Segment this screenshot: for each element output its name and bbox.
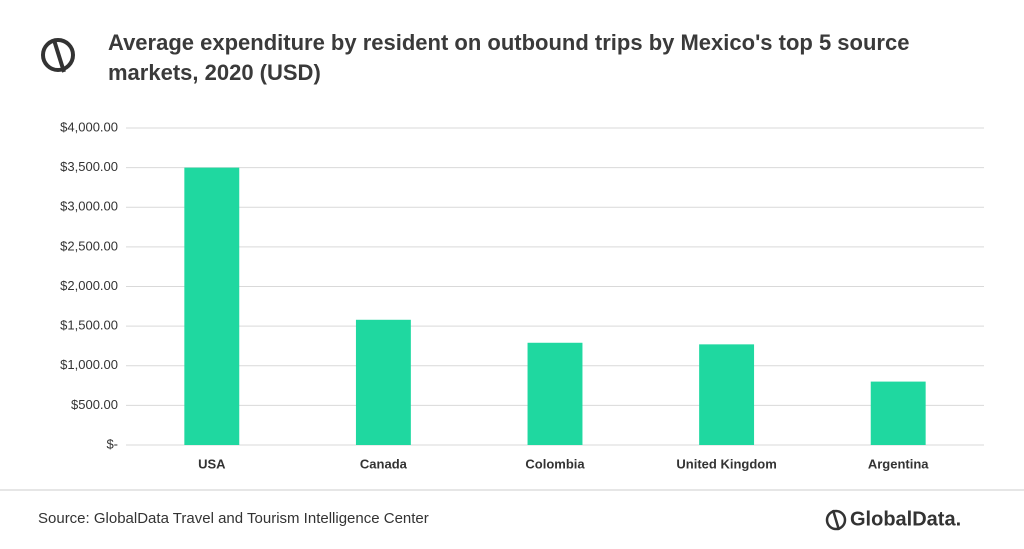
- source-note: Source: GlobalData Travel and Tourism In…: [38, 510, 429, 527]
- brand-name: GlobalData.: [850, 508, 961, 530]
- y-tick-label: $3,000.00: [60, 199, 118, 214]
- x-tick-label: Colombia: [525, 456, 585, 471]
- y-tick-label: $-: [106, 436, 118, 451]
- x-tick-label: Canada: [360, 456, 408, 471]
- y-tick-label: $4,000.00: [60, 119, 118, 134]
- y-tick-label: $2,000.00: [60, 278, 118, 293]
- y-tick-label: $1,000.00: [60, 357, 118, 372]
- bar: [184, 167, 240, 445]
- y-tick-label: $1,500.00: [60, 318, 118, 333]
- bar: [527, 342, 583, 445]
- chart-title: Average expenditure by resident on outbo…: [108, 30, 910, 85]
- y-tick-label: $3,500.00: [60, 159, 118, 174]
- brand-icon: [825, 509, 847, 531]
- x-tick-label: Argentina: [868, 456, 929, 471]
- y-tick-label: $2,500.00: [60, 238, 118, 253]
- bar: [699, 344, 755, 445]
- y-tick-label: $500.00: [71, 397, 118, 412]
- bar: [870, 381, 926, 445]
- x-tick-label: United Kingdom: [676, 456, 776, 471]
- logo-icon: [41, 38, 75, 73]
- bar: [355, 319, 411, 445]
- x-tick-label: USA: [198, 456, 226, 471]
